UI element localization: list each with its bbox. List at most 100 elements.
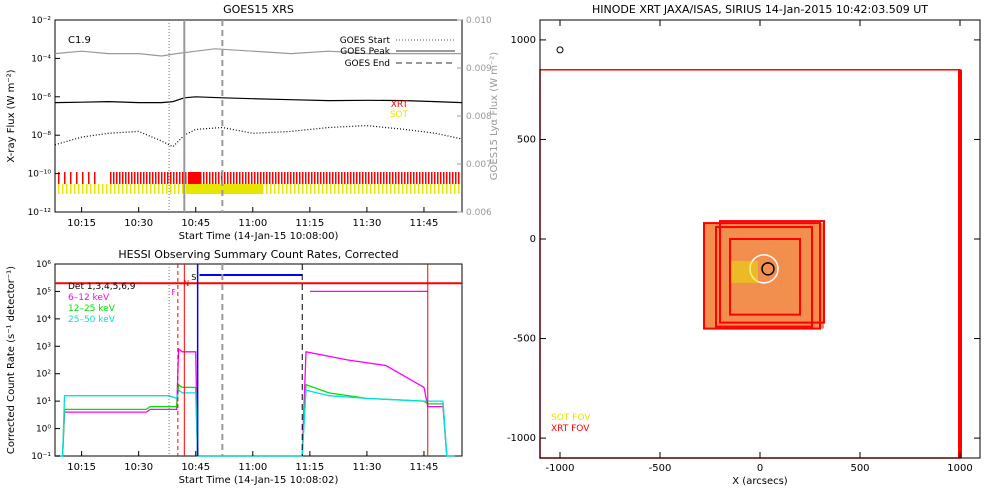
xrt-bar [146, 172, 148, 184]
xrt-bar [191, 172, 194, 186]
series-line-2 [54, 124, 463, 148]
sot-bar [82, 184, 84, 194]
sot-bar [426, 184, 428, 194]
sot-bar [190, 184, 194, 194]
x-tick-label: 10:15 [67, 218, 96, 229]
xrt-bar [88, 172, 90, 184]
plot-frame [54, 263, 463, 457]
xrt-bar [377, 172, 379, 184]
sot-bar [370, 184, 372, 194]
sot-bar [314, 184, 316, 194]
xrt-bar [272, 172, 274, 184]
x-tick-label: 11:30 [352, 218, 381, 229]
xrt-bar [134, 172, 136, 184]
sot-bar [422, 184, 424, 194]
xrt-bar [137, 172, 139, 184]
xrt-bar [110, 172, 112, 184]
y-tick-label: 10⁰ [36, 425, 51, 435]
legend-label: Det 1,3,4,5,6,9 [68, 282, 136, 292]
sot-bar [390, 184, 392, 194]
xrt-bar [164, 172, 166, 184]
y-tick-label: -1000 [507, 433, 536, 444]
sot-bar [214, 184, 218, 194]
sot-bar [146, 184, 148, 194]
xrt-bar [230, 172, 232, 184]
sot-bar [318, 184, 320, 194]
xrt-bar [185, 172, 187, 184]
y-tick-label: 500 [517, 134, 536, 145]
legend-label: GOES Peak [340, 47, 390, 57]
sot-bar [174, 184, 176, 194]
sot-bar [226, 184, 230, 194]
xrt-bar [308, 172, 310, 184]
xrt-bar [188, 172, 191, 186]
sot-bar [418, 184, 420, 194]
sot-bar [134, 184, 136, 194]
xrt-bar [263, 172, 265, 184]
xrt-bar [437, 172, 439, 184]
y-tick-label: 10⁵ [36, 287, 51, 297]
sot-bar [358, 184, 360, 194]
sot-bar [438, 184, 440, 194]
xrt-bar [452, 172, 454, 184]
xrt-bar [446, 172, 448, 184]
xrt-bar [76, 172, 78, 184]
xrt-bar [209, 172, 211, 184]
sot-bar [218, 184, 222, 194]
xrt-bar [239, 172, 241, 184]
xrt-bar [233, 172, 235, 184]
sot-bar [354, 184, 356, 194]
xrt-bar [257, 172, 259, 184]
xrt-bar [410, 172, 412, 184]
xrt-bar [332, 172, 334, 184]
xrt-bar [434, 172, 436, 184]
xrt-bar [94, 172, 96, 184]
xrt-bar [293, 172, 295, 184]
sot-bar [398, 184, 400, 194]
sot-bar [170, 184, 172, 194]
xrt-bar [140, 172, 142, 184]
y-tick-label: 10² [36, 370, 51, 380]
x-axis-label: Start Time (14-Jan-15 10:08:02) [179, 475, 339, 486]
xrt-bar [248, 172, 250, 184]
xrt-bar [203, 172, 205, 184]
sot-bar [74, 184, 76, 194]
xrt-bar [383, 172, 385, 184]
xrt-bar [167, 172, 169, 184]
sot-bar [246, 184, 250, 194]
xrt-bar [149, 172, 151, 184]
x-tick-label: 10:45 [181, 218, 210, 229]
xrt-bar [359, 172, 361, 184]
xrt-bar [64, 172, 66, 184]
xrt-bar [347, 172, 349, 184]
xrt-bar [284, 172, 286, 184]
sot-bar [106, 184, 108, 194]
y2-tick-label: 0.006 [466, 208, 492, 218]
x-tick-label: -1000 [545, 463, 574, 474]
y2-tick-label: 0.007 [466, 160, 492, 170]
sot-bar [298, 184, 300, 194]
x-tick-label: 10:45 [181, 462, 210, 473]
xrt-bar [320, 172, 322, 184]
xrt-bar [365, 172, 367, 184]
x-tick-label: 11:00 [238, 462, 267, 473]
xrt-bar [398, 172, 400, 184]
sot-bar [286, 184, 288, 194]
xrt-bar [341, 172, 343, 184]
sot-bar [266, 184, 268, 194]
xrt-bar [440, 172, 442, 184]
xrt-bar [356, 172, 358, 184]
xrt-bar [329, 172, 331, 184]
y2-tick-label: 0.009 [466, 64, 492, 74]
sot-bar [454, 184, 456, 194]
x-tick-label: 11:45 [410, 218, 439, 229]
y-tick-label: 10⁶ [36, 260, 51, 270]
sot-bar [282, 184, 284, 194]
series-line-1 [54, 96, 463, 104]
sot-bar [306, 184, 308, 194]
legend-label: SOT FOV [551, 413, 591, 423]
sot-bar [102, 184, 104, 194]
sot-bar [230, 184, 234, 194]
sot-bar [378, 184, 380, 194]
sot-bar [334, 184, 336, 194]
